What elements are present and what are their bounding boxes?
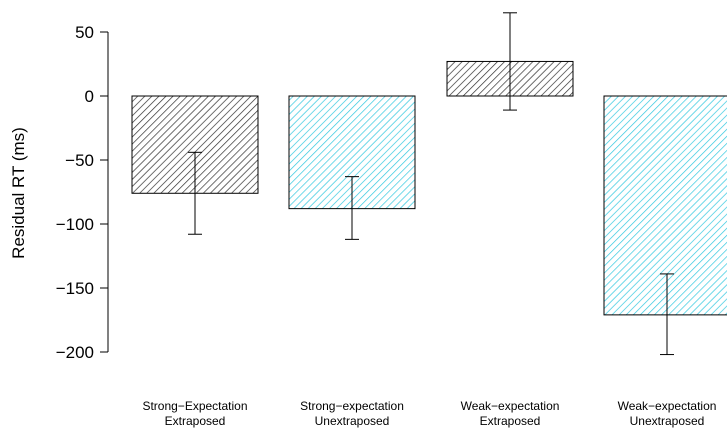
y-tick-label: 0 xyxy=(85,87,94,106)
x-tick-label: Unextraposed xyxy=(315,414,390,428)
x-axis-labels: Strong−ExpectationExtraposedStrong−expec… xyxy=(142,399,716,428)
x-tick-label: Strong−Expectation xyxy=(142,399,247,413)
x-tick-label: Unextraposed xyxy=(630,414,705,428)
error-bars xyxy=(188,12,674,356)
y-tick-label: −50 xyxy=(65,151,94,170)
x-tick-label: Weak−expectation xyxy=(618,399,717,413)
bars xyxy=(131,60,727,316)
x-tick-label: Extraposed xyxy=(165,414,226,428)
y-tick-label: −100 xyxy=(56,215,94,234)
x-tick-label: Strong−expectation xyxy=(300,399,404,413)
y-tick-label: −200 xyxy=(56,343,94,362)
y-axis: 50 0 −50 −100 −150 −200 xyxy=(56,23,109,362)
y-tick-label: −150 xyxy=(56,279,94,298)
x-tick-label: Extraposed xyxy=(480,414,541,428)
bar xyxy=(603,95,727,316)
y-tick-label: 50 xyxy=(75,23,94,42)
x-tick-label: Weak−expectation xyxy=(461,399,560,413)
y-axis-label: Residual RT (ms) xyxy=(9,127,28,259)
